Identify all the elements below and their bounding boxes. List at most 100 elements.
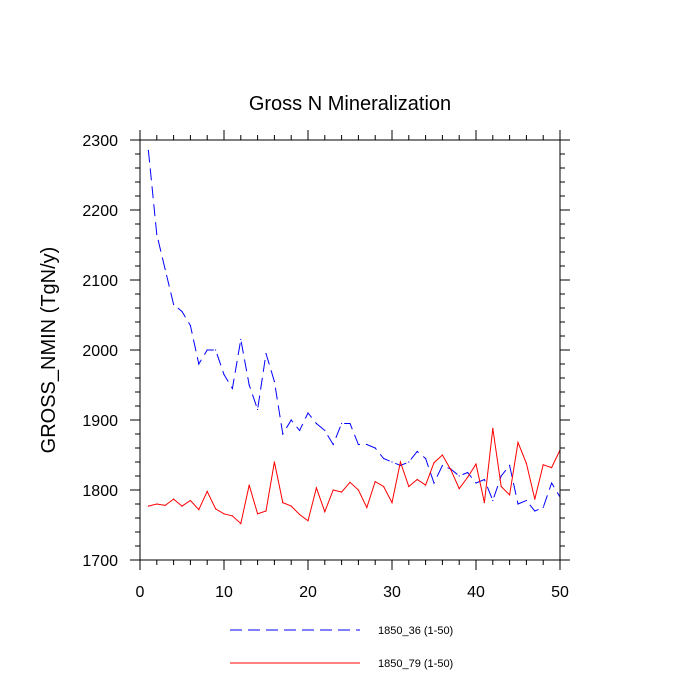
data-point-series-1 <box>282 433 284 435</box>
data-point-series-1 <box>315 422 317 425</box>
data-point-series-2 <box>215 508 217 510</box>
data-point-series-2 <box>542 464 544 466</box>
data-point-series-1 <box>164 268 166 271</box>
data-point-series-1 <box>307 412 309 414</box>
data-point-series-2 <box>416 478 418 481</box>
data-point-series-2 <box>399 461 401 463</box>
data-point-series-1 <box>349 422 351 425</box>
y-tick-label: 1900 <box>82 413 118 430</box>
data-point-series-2 <box>273 461 275 463</box>
data-point-series-2 <box>257 513 259 515</box>
series-layer <box>147 149 561 525</box>
data-point-series-1 <box>198 363 200 365</box>
legend-label-2: 1850_79 (1-50) <box>378 658 453 670</box>
data-point-series-1 <box>189 324 191 327</box>
data-point-series-2 <box>517 441 519 443</box>
data-point-series-2 <box>223 513 225 515</box>
y-tick-label: 1800 <box>82 483 118 500</box>
data-point-series-1 <box>248 384 250 386</box>
major-ticks <box>130 130 570 570</box>
data-point-series-1 <box>425 457 427 460</box>
data-point-series-2 <box>299 513 301 516</box>
data-point-series-2 <box>366 506 368 509</box>
data-point-series-2 <box>341 491 343 493</box>
data-point-series-1 <box>273 380 275 383</box>
data-point-series-1 <box>483 478 485 481</box>
data-point-series-1 <box>181 310 183 313</box>
data-point-series-2 <box>551 467 553 469</box>
y-tick-label: 2100 <box>82 273 118 290</box>
data-point-series-1 <box>357 443 359 446</box>
data-point-series-2 <box>324 511 326 513</box>
x-tick-label: 10 <box>215 584 233 601</box>
data-point-series-2 <box>441 454 443 456</box>
data-point-series-2 <box>181 505 183 507</box>
data-point-series-1 <box>408 461 410 463</box>
data-point-series-1 <box>265 352 267 355</box>
data-point-series-2 <box>483 502 485 504</box>
data-point-series-1 <box>240 338 242 341</box>
series-line-2 <box>148 428 561 525</box>
data-point-series-2 <box>248 484 250 486</box>
data-point-series-1 <box>332 443 334 446</box>
data-point-series-2 <box>290 505 292 507</box>
y-axis-label: GROSS_NMIN (TgN/y) <box>38 247 60 454</box>
data-point-series-1 <box>324 429 326 432</box>
x-tick-label: 40 <box>467 584 485 601</box>
data-point-series-1 <box>147 149 149 152</box>
data-point-series-1 <box>173 303 175 306</box>
data-point-series-2 <box>198 509 200 511</box>
data-point-series-2 <box>315 487 317 489</box>
data-point-series-2 <box>164 504 166 506</box>
data-point-series-1 <box>257 408 259 411</box>
data-point-series-2 <box>408 485 410 488</box>
data-point-series-1 <box>500 475 502 477</box>
x-tick-label: 30 <box>383 584 401 601</box>
data-point-series-1 <box>391 461 393 463</box>
data-point-series-2 <box>500 485 502 488</box>
data-point-series-1 <box>475 482 477 484</box>
data-point-series-1 <box>458 475 460 477</box>
data-point-series-2 <box>206 490 208 492</box>
data-point-series-2 <box>509 494 511 496</box>
data-point-series-1 <box>215 349 217 351</box>
data-point-series-2 <box>265 510 267 512</box>
data-point-series-1 <box>492 499 494 502</box>
data-point-series-2 <box>357 489 359 491</box>
data-point-series-2 <box>391 502 393 504</box>
data-point-series-2 <box>425 484 427 486</box>
legend: 1850_36 (1-50) 1850_79 (1-50) <box>230 625 453 670</box>
data-point-series-1 <box>441 464 443 467</box>
x-tick-label: 20 <box>299 584 317 601</box>
data-point-series-2 <box>332 489 334 491</box>
series-line-1 <box>147 150 561 512</box>
data-point-series-1 <box>551 482 553 484</box>
tick-labels: 0 10 20 30 40 50 1700 1800 1900 2000 2100 2200 2300 <box>82 133 569 601</box>
y-tick-label: 2000 <box>82 343 118 360</box>
data-point-series-1 <box>341 422 343 425</box>
data-point-series-1 <box>467 471 469 474</box>
data-point-series-1 <box>383 457 385 460</box>
y-tick-label: 1700 <box>82 553 118 570</box>
chart-title: Gross N Mineralization <box>249 93 451 115</box>
data-point-series-1 <box>231 387 233 390</box>
data-point-series-2 <box>240 523 242 525</box>
data-point-series-1 <box>223 373 225 376</box>
data-point-series-2 <box>231 515 233 517</box>
x-tick-label: 0 <box>136 584 145 601</box>
data-point-series-2 <box>282 502 284 504</box>
data-point-series-1 <box>509 464 511 467</box>
data-point-series-2 <box>147 505 149 507</box>
data-point-series-1 <box>299 429 301 432</box>
x-tick-label: 50 <box>551 584 569 601</box>
data-point-series-2 <box>189 499 191 502</box>
data-point-series-1 <box>517 503 519 505</box>
data-point-series-1 <box>534 510 536 512</box>
y-tick-label: 2200 <box>82 203 118 220</box>
data-point-series-1 <box>206 349 208 351</box>
data-point-series-1 <box>542 506 544 509</box>
data-point-series-1 <box>525 499 528 502</box>
data-point-series-2 <box>349 481 351 483</box>
data-point-series-2 <box>450 469 452 471</box>
data-point-series-1 <box>416 450 418 453</box>
